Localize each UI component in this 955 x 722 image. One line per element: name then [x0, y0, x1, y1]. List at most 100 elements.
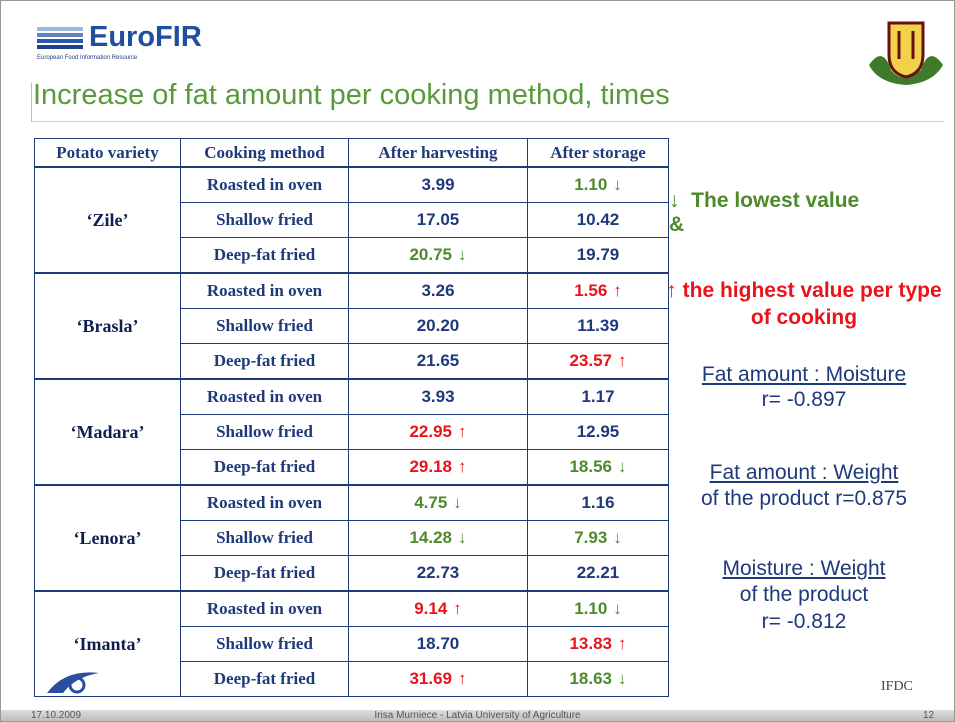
table-row: ‘Brasla’ Roasted in oven 3.26 1.56 ↑ [34, 272, 669, 380]
value-cell: 22.95 ↑ [348, 414, 528, 450]
note-highest: ↑ the highest value per type of cooking [664, 277, 944, 331]
value-cell: 18.63 ↓ [527, 661, 669, 697]
corr-line: of the product [739, 583, 869, 606]
page-number: 12 [923, 710, 935, 721]
value: 11.39 [577, 316, 619, 335]
arrow: ↑ [458, 669, 467, 688]
corr-label: Fat amount : Moisture [701, 363, 907, 386]
table-row: Shallow fried 22.95 ↑ 12.95 [35, 414, 669, 450]
value: 1.16 [581, 493, 615, 512]
value-cell: 18.56 ↓ [527, 449, 669, 486]
text: The lowest value [691, 189, 860, 212]
method-cell: Deep-fat fried [180, 343, 349, 380]
value-cell: 21.65 [348, 343, 528, 380]
value: 13.83 [569, 634, 613, 653]
table-row: Shallow fried 18.70 13.83 ↑ [35, 626, 669, 662]
value: 1.17 [581, 387, 615, 406]
table-row: Shallow fried 20.20 11.39 [35, 308, 669, 344]
table-row: ‘Lenora’ Roasted in oven 4.75 ↓ 1.16 [34, 484, 669, 592]
column-header: After storage [527, 138, 669, 168]
value: 19.79 [576, 245, 620, 264]
arrow: ↑ [666, 279, 677, 302]
arrow: ↑ [613, 281, 622, 300]
value: 21.65 [416, 351, 460, 370]
value: 3.99 [421, 175, 455, 194]
arrow: ↓ [458, 528, 467, 547]
value-cell: 31.69 ↑ [348, 661, 528, 697]
value-cell: 1.16 [527, 484, 669, 521]
footer: 17.10.2009 Irisa Murniece - Latvia Unive… [1, 710, 954, 721]
method-cell: Deep-fat fried [180, 449, 349, 486]
note-lowest: ↓ The lowest value & [669, 189, 949, 237]
corr-value: r= -0.897 [761, 388, 847, 411]
method-cell: Roasted in oven [180, 272, 349, 309]
value-cell: 18.70 [348, 626, 528, 662]
value-cell: 3.99 [348, 166, 528, 203]
arrow: ↑ [453, 599, 462, 618]
value-cell: 17.05 [348, 202, 528, 238]
value: 22.95 [409, 422, 453, 441]
corr-label: Fat amount : Weight [709, 461, 899, 484]
arrow: ↑ [618, 634, 627, 653]
value: 20.20 [416, 316, 460, 335]
method-cell: Deep-fat fried [180, 555, 349, 592]
fp6-logo [47, 672, 99, 694]
value: 9.14 [414, 599, 448, 618]
value: 17.05 [416, 210, 460, 229]
arrow: ↓ [613, 599, 622, 618]
table-row: Deep-fat fried 29.18 ↑ 18.56 ↓ [35, 449, 669, 486]
data-table: Potato variety Cooking method After harves… [34, 138, 669, 697]
variety-cell: ‘Imanta’ [34, 590, 181, 697]
table-row: Deep-fat fried 20.75 ↓ 19.79 [35, 237, 669, 274]
value-cell: 3.93 [348, 378, 528, 415]
arrow: ↓ [618, 457, 627, 476]
value: 3.26 [421, 281, 455, 300]
variety-cell: ‘Zile’ [34, 166, 181, 274]
amp: & [669, 213, 685, 236]
table-row: ‘Imanta’ Roasted in oven 9.14 ↑ 1.10 ↓ [34, 590, 669, 697]
value: 1.56 [574, 281, 608, 300]
method-cell: Shallow fried [180, 202, 349, 238]
method-cell: Shallow fried [180, 414, 349, 450]
value-cell: 10.42 [527, 202, 669, 238]
method-cell: Shallow fried [180, 520, 349, 556]
value: 14.28 [409, 528, 453, 547]
value-cell: 12.95 [527, 414, 669, 450]
arrow: ↓ [669, 189, 680, 212]
method-cell: Deep-fat fried [180, 237, 349, 274]
corr-value: of the product r=0.875 [700, 487, 908, 510]
title: Increase of fat amount per cooking metho… [33, 79, 670, 111]
author: Irisa Murniece - Latvia University of Ag… [374, 710, 581, 721]
value-cell: 20.75 ↓ [348, 237, 528, 274]
corr-label: Moisture : Weight [722, 557, 886, 580]
crest [869, 21, 943, 85]
value: 22.73 [416, 563, 460, 582]
method-cell: Deep-fat fried [180, 661, 349, 697]
value: 31.69 [409, 669, 453, 688]
method-cell: Roasted in oven [180, 166, 349, 203]
ifdc-logo: IFDC [881, 679, 913, 694]
table-row: Shallow fried 17.05 10.42 [35, 202, 669, 238]
text: the highest value per type of cooking [682, 279, 942, 329]
variety-cell: ‘Brasla’ [34, 272, 181, 380]
value-cell: 14.28 ↓ [348, 520, 528, 556]
table-row: Deep-fat fried 22.73 22.21 [35, 555, 669, 592]
value-cell: 9.14 ↑ [348, 590, 528, 627]
value-cell: 1.10 ↓ [527, 166, 669, 203]
value: 1.10 [574, 599, 608, 618]
arrow: ↑ [618, 351, 627, 370]
value-cell: 29.18 ↑ [348, 449, 528, 486]
value-cell: 4.75 ↓ [348, 484, 528, 521]
value: 18.63 [569, 669, 613, 688]
value: 20.75 [409, 245, 453, 264]
value-cell: 13.83 ↑ [527, 626, 669, 662]
value-cell: 23.57 ↑ [527, 343, 669, 380]
value: 10.42 [576, 210, 620, 229]
logo: EuroFIR [89, 21, 202, 53]
logo-subtitle: European Food Information Resource [37, 55, 138, 61]
eurofir-stripes [37, 27, 83, 49]
value: 7.93 [574, 528, 608, 547]
table-row: Deep-fat fried 31.69 ↑ 18.63 ↓ [35, 661, 669, 697]
value: 29.18 [409, 457, 453, 476]
value: 18.70 [416, 634, 460, 653]
